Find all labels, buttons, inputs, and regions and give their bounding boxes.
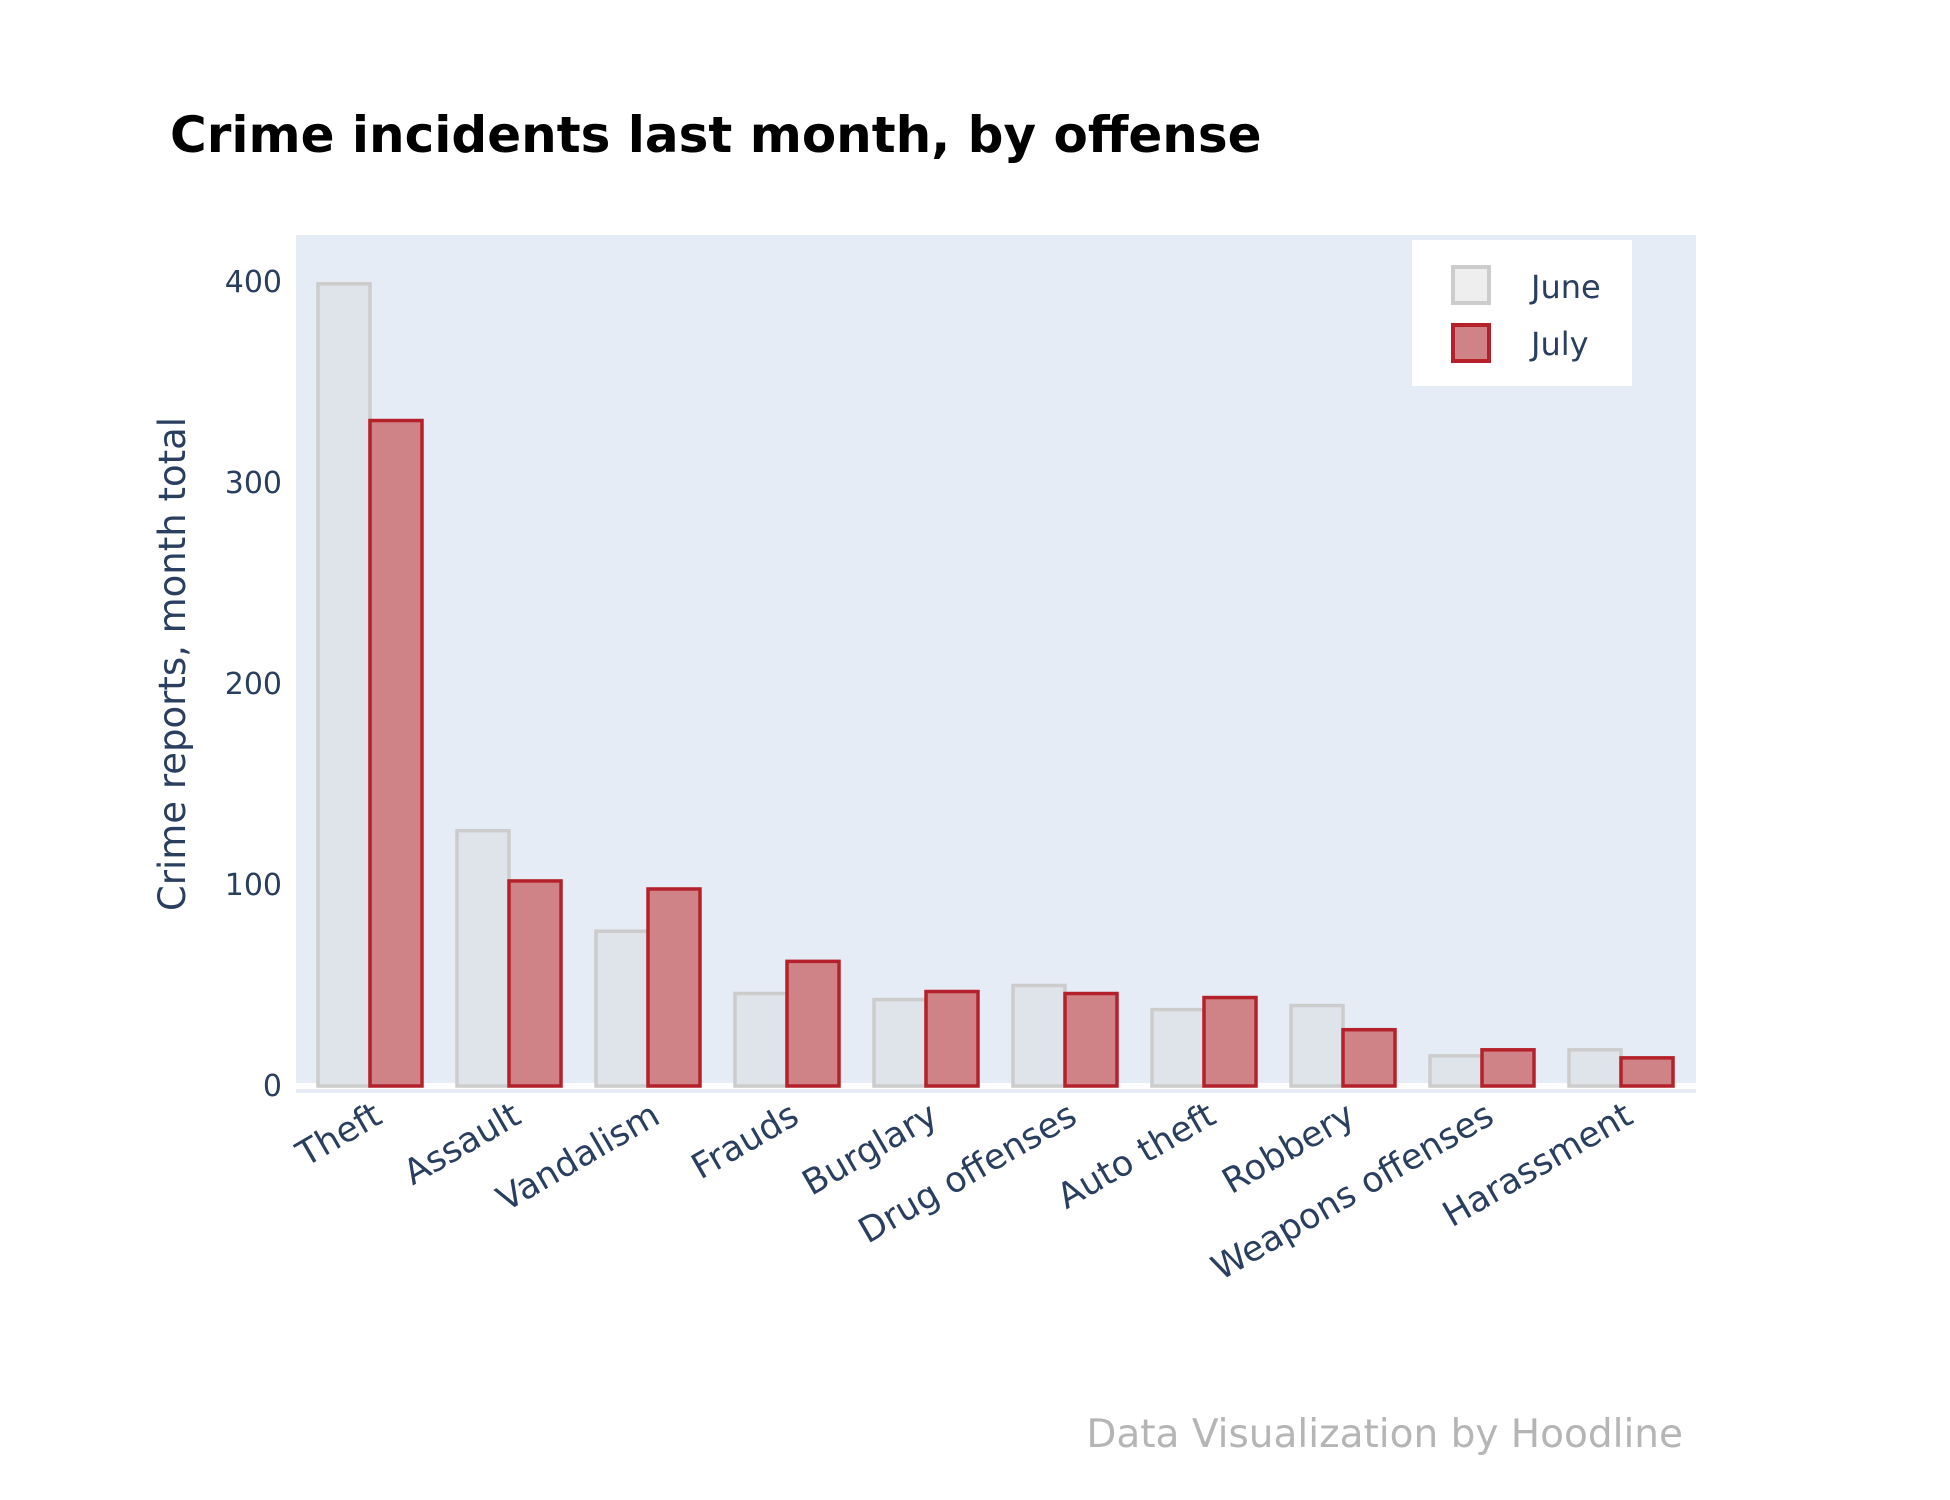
bar-july-burglary — [924, 989, 980, 1088]
x-tick-label: Theft — [289, 1095, 388, 1175]
bar-july-frauds — [785, 959, 841, 1088]
bar-june-assault — [455, 828, 511, 1088]
bar-june-theft — [316, 282, 372, 1088]
y-tick-label: 300 — [225, 466, 282, 501]
bars-layer — [316, 282, 1675, 1088]
legend: June July — [1412, 240, 1632, 386]
bar-july-assault — [507, 879, 563, 1088]
bar-july-auto-theft — [1202, 995, 1258, 1088]
credit-text: Data Visualization by Hoodline — [1086, 1412, 1683, 1457]
bar-june-vandalism — [594, 929, 650, 1088]
bar-june-frauds — [733, 991, 789, 1088]
y-tick-label: 400 — [225, 265, 282, 300]
y-axis-title: Crime reports, month total — [151, 417, 194, 911]
y-tick-labels: 0 100 200 300 400 — [225, 265, 282, 1104]
y-tick-label: 0 — [263, 1069, 282, 1104]
y-tick-label: 100 — [225, 868, 282, 903]
bar-july-drug-offenses — [1063, 991, 1119, 1088]
bar-july-harassment — [1619, 1056, 1675, 1088]
bar-june-burglary — [872, 997, 928, 1088]
bar-june-harassment — [1567, 1048, 1623, 1088]
legend-label-june: June — [1529, 268, 1601, 306]
x-tick-label: Auto theft — [1051, 1095, 1223, 1217]
legend-label-july: July — [1529, 325, 1589, 363]
bar-july-weapons-offenses — [1480, 1048, 1536, 1088]
bar-june-weapons-offenses — [1428, 1054, 1484, 1088]
bar-july-theft — [368, 418, 424, 1088]
bar-june-auto-theft — [1150, 1007, 1206, 1088]
x-tick-label: Frauds — [685, 1095, 806, 1188]
legend-swatch-june — [1451, 265, 1491, 305]
legend-background — [1412, 240, 1632, 386]
legend-swatch-july — [1451, 323, 1491, 363]
bar-july-robbery — [1341, 1027, 1397, 1088]
y-tick-label: 200 — [225, 667, 282, 702]
bar-june-drug-offenses — [1011, 983, 1067, 1088]
bar-june-robbery — [1289, 1003, 1345, 1088]
bar-july-vandalism — [646, 887, 702, 1088]
chart-title: Crime incidents last month, by offense — [170, 106, 1262, 164]
